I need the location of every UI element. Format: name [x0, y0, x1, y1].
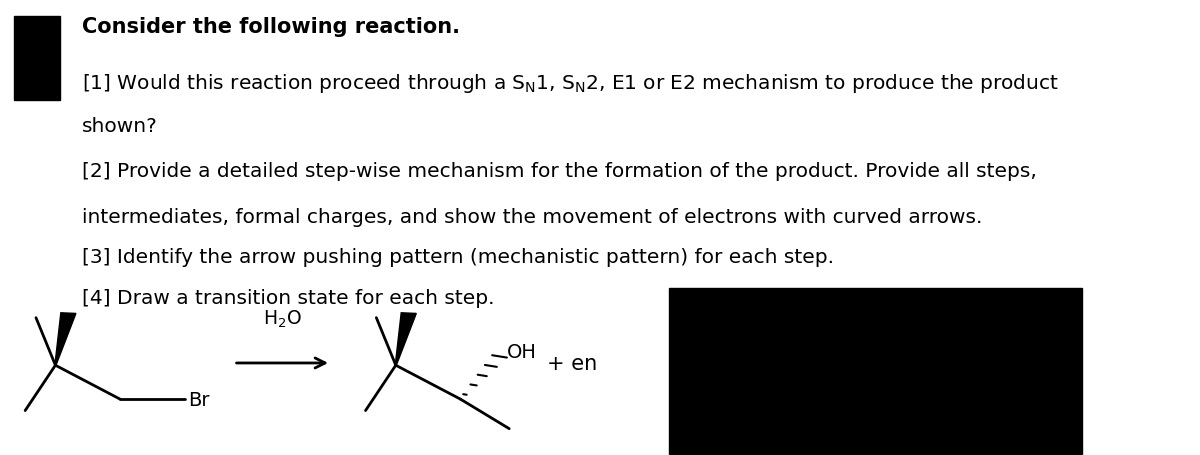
Text: H$_2$O: H$_2$O: [263, 308, 301, 329]
Text: intermediates, formal charges, and show the movement of electrons with curved ar: intermediates, formal charges, and show …: [83, 207, 983, 226]
Text: + en: + en: [547, 353, 598, 373]
Polygon shape: [55, 313, 76, 365]
Text: [3] Identify the arrow pushing pattern (mechanistic pattern) for each step.: [3] Identify the arrow pushing pattern (…: [83, 248, 834, 267]
Text: [2] Provide a detailed step-wise mechanism for the formation of the product. Pro: [2] Provide a detailed step-wise mechani…: [83, 162, 1037, 181]
Text: [1] Would this reaction proceed through a $\mathregular{S_N}$1, $\mathregular{S_: [1] Would this reaction proceed through …: [83, 71, 1060, 95]
Bar: [14, 17, 60, 101]
Text: Br: Br: [188, 390, 210, 409]
Bar: [670, 288, 1082, 454]
Text: shown?: shown?: [83, 116, 158, 136]
Text: Consider the following reaction.: Consider the following reaction.: [83, 17, 461, 37]
Polygon shape: [395, 313, 416, 365]
Text: OH: OH: [508, 342, 536, 361]
Text: [4] Draw a transition state for each step.: [4] Draw a transition state for each ste…: [83, 288, 494, 308]
